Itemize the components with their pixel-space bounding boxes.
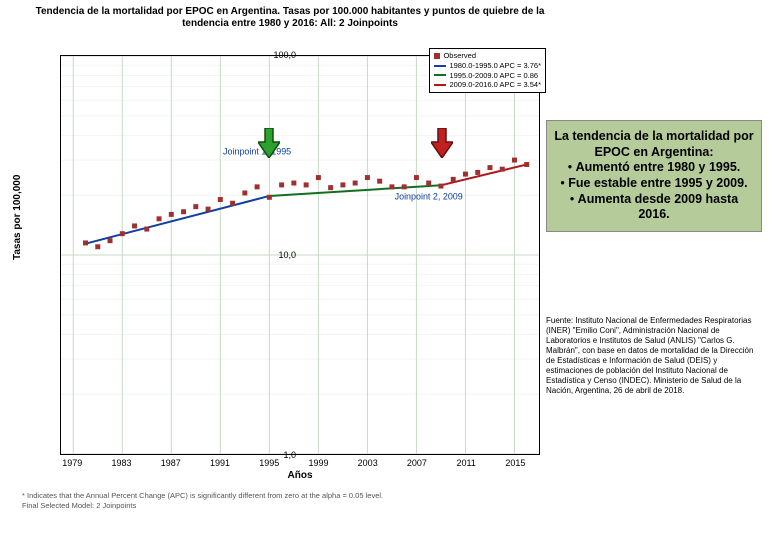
legend-seg1: 1980.0-1995.0 APC = 3.76* xyxy=(434,61,541,71)
arrow-down-green-icon xyxy=(258,128,280,158)
y-tick-label: 100,0 xyxy=(273,50,296,60)
footnote: * Indicates that the Annual Percent Chan… xyxy=(22,491,383,510)
x-tick-label: 1983 xyxy=(112,458,132,468)
x-tick-label: 2007 xyxy=(407,458,427,468)
y-axis-label: Tasas por 100,000 xyxy=(12,175,23,260)
x-tick-label: 1995 xyxy=(259,458,279,468)
chart-title: Tendencia de la mortalidad por EPOC en A… xyxy=(20,6,560,30)
y-tick-label: 10,0 xyxy=(278,250,296,260)
y-tick-label: 1,0 xyxy=(283,450,296,460)
legend-seg1-label: 1980.0-1995.0 APC = 3.76* xyxy=(449,61,541,71)
annotation-heading: La tendencia de la mortalidad por EPOC e… xyxy=(553,129,755,160)
svg-text:Joinpoint 2, 2009: Joinpoint 2, 2009 xyxy=(395,192,463,202)
legend-seg3: 2009.0-2016.0 APC = 3.54* xyxy=(434,80,541,90)
x-tick-label: 2003 xyxy=(358,458,378,468)
footnote-line-2: Final Selected Model: 2 Joinpoints xyxy=(22,501,383,510)
x-tick-label: 1991 xyxy=(210,458,230,468)
x-tick-label: 1979 xyxy=(62,458,82,468)
arrow-down-red-icon xyxy=(431,128,453,158)
svg-text:Joinpoint 1, 1995: Joinpoint 1, 1995 xyxy=(223,146,291,156)
chart-plot-area: Joinpoint 1, 1995 Joinpoint 2, 2009 xyxy=(60,55,540,455)
x-tick-label: 2011 xyxy=(456,458,475,468)
legend-seg2-label: 1995.0-2009.0 APC = 0.86 xyxy=(449,71,538,81)
annotation-box: La tendencia de la mortalidad por EPOC e… xyxy=(546,120,762,232)
legend-observed-label: Observed xyxy=(443,51,476,61)
x-tick-label: 2015 xyxy=(505,458,525,468)
source-citation: Fuente: Instituto Nacional de Enfermedad… xyxy=(546,316,762,396)
legend-seg3-label: 2009.0-2016.0 APC = 3.54* xyxy=(449,80,541,90)
legend-observed: Observed xyxy=(434,51,541,61)
x-axis-label: Años xyxy=(60,470,540,481)
annotation-bullet-1: • Aumentó entre 1980 y 1995. xyxy=(553,160,755,176)
x-tick-label: 1999 xyxy=(308,458,328,468)
legend-seg2: 1995.0-2009.0 APC = 0.86 xyxy=(434,71,541,81)
annotation-bullet-2: • Fue estable entre 1995 y 2009. xyxy=(553,176,755,192)
x-tick-label: 1987 xyxy=(161,458,181,468)
chart-legend: Observed 1980.0-1995.0 APC = 3.76* 1995.… xyxy=(429,48,546,93)
annotation-bullet-3: • Aumenta desde 2009 hasta 2016. xyxy=(553,192,755,223)
footnote-line-1: * Indicates that the Annual Percent Chan… xyxy=(22,491,383,500)
